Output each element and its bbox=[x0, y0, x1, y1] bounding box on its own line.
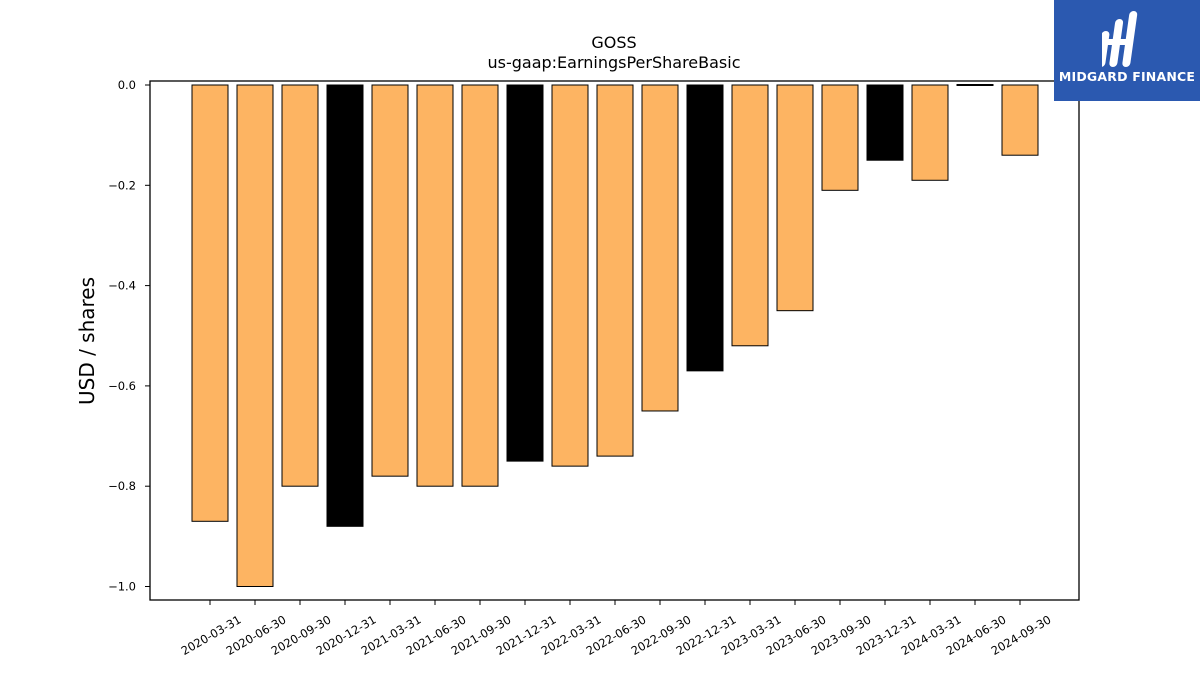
y-axis-label: USD / shares bbox=[75, 277, 99, 405]
bar-2023-12-31 bbox=[866, 84, 904, 161]
bar-2021-03-31 bbox=[371, 84, 409, 477]
bar-2024-09-30 bbox=[1001, 84, 1039, 156]
bar-2021-09-30 bbox=[461, 84, 499, 487]
midgard-logo-icon bbox=[1102, 11, 1138, 67]
brand-logo: MIDGARD FINANCE bbox=[1054, 0, 1200, 101]
chart-title: GOSS bbox=[591, 33, 636, 52]
y-tick-label: −0.6 bbox=[108, 379, 136, 393]
y-tick-label: −0.8 bbox=[108, 479, 136, 493]
bar-2022-09-30 bbox=[641, 84, 679, 412]
y-tick-label: −1.0 bbox=[108, 580, 136, 594]
bar-2020-09-30 bbox=[281, 84, 319, 487]
bar-2021-06-30 bbox=[416, 84, 454, 487]
brand-name: MIDGARD FINANCE bbox=[1058, 69, 1196, 84]
bar-2020-06-30 bbox=[236, 84, 274, 587]
bar-2024-06-30 bbox=[956, 84, 994, 86]
bar-2023-06-30 bbox=[776, 84, 814, 312]
bar-2022-03-31 bbox=[551, 84, 589, 467]
y-tick-label: 0.0 bbox=[118, 78, 136, 92]
y-tick-label: −0.4 bbox=[108, 279, 136, 293]
bar-2020-03-31 bbox=[191, 84, 229, 522]
bar-2023-09-30 bbox=[821, 84, 859, 191]
y-tick-label: −0.2 bbox=[108, 178, 136, 192]
bar-2022-06-30 bbox=[596, 84, 634, 457]
bar-2021-12-31 bbox=[506, 84, 544, 462]
plot-frame bbox=[149, 80, 1080, 601]
y-axis: 0.0 −0.2 −0.4 −0.6 −0.8 −1.0 bbox=[108, 78, 150, 594]
bar-2023-03-31 bbox=[731, 84, 769, 347]
bar-2022-12-31 bbox=[686, 84, 724, 372]
x-axis: 2020-03-312020-06-302020-09-302020-12-31… bbox=[179, 600, 1054, 658]
bars bbox=[191, 84, 1039, 587]
chart-subtitle: us-gaap:EarningsPerShareBasic bbox=[487, 53, 740, 72]
bar-2020-12-31 bbox=[326, 84, 364, 527]
bar-2024-03-31 bbox=[911, 84, 949, 181]
